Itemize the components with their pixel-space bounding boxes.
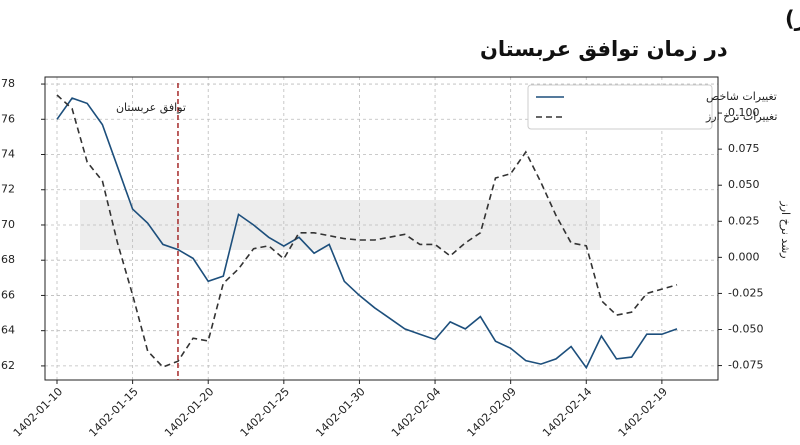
chart-title: مقایسه شاخص اجتماعی باتغییرات نرخ ارز (د… — [785, 7, 800, 31]
y2-axis-label: رشد نرخ ارز — [779, 200, 792, 258]
series-line — [56, 97, 678, 370]
x-tick-label: 1402-02-09 — [464, 385, 518, 439]
y2-tick-label: 0.000 — [728, 250, 760, 263]
x-tick-label: 1402-02-19 — [616, 385, 670, 439]
legend-label: تغییرات نرخ ارز — [705, 110, 777, 123]
y-tick-label: 62 — [1, 359, 15, 372]
y-tick-label: 70 — [1, 218, 15, 231]
y-tick-label: 74 — [1, 148, 15, 161]
y-tick-label: 78 — [1, 77, 15, 90]
y-tick-label: 66 — [1, 288, 15, 301]
series-line — [56, 94, 678, 368]
legend-label: تغییرات شاخص — [706, 90, 777, 103]
y2-tick-label: 0.050 — [728, 178, 760, 191]
x-tick-label: 1402-01-25 — [238, 385, 292, 439]
y2-tick-label: 0.100 — [728, 106, 760, 119]
x-tick-label: 1402-01-30 — [313, 385, 367, 439]
x-tick-label: 1402-01-15 — [86, 385, 140, 439]
x-tick-label: 1402-02-14 — [540, 385, 594, 439]
plot-frame — [44, 76, 719, 381]
y2-tick-label: 0.025 — [728, 214, 760, 227]
x-tick-label: 1402-02-04 — [389, 385, 443, 439]
y-tick-label: 64 — [1, 324, 15, 337]
y2-tick-label: -0.075 — [728, 359, 763, 372]
y-tick-label: 72 — [1, 183, 15, 196]
x-tick-label: 1402-01-20 — [162, 385, 216, 439]
y-tick-label: 76 — [1, 112, 15, 125]
y-tick-label: 68 — [1, 253, 15, 266]
legend-box — [527, 84, 713, 130]
annotation-label: توافق عربستان — [116, 101, 186, 115]
y2-tick-label: -0.050 — [728, 323, 763, 336]
y2-tick-label: 0.075 — [728, 142, 760, 155]
y2-tick-label: -0.025 — [728, 286, 763, 299]
chart-subtitle: در زمان توافق عربستان — [480, 37, 728, 61]
x-tick-label: 1402-01-10 — [11, 385, 65, 439]
